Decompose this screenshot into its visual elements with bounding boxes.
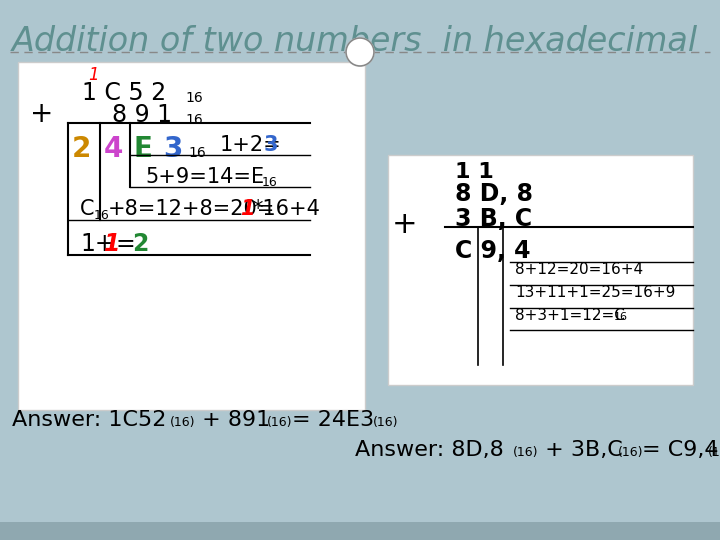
Text: Answer: 1C52: Answer: 1C52: [12, 410, 166, 430]
Text: + 3B,C: + 3B,C: [538, 440, 623, 460]
Text: 1+2=: 1+2=: [220, 135, 282, 155]
Text: 3: 3: [264, 135, 279, 155]
Text: 1: 1: [88, 66, 99, 84]
Text: = 24E3: = 24E3: [292, 410, 374, 430]
Text: 3: 3: [163, 135, 182, 163]
Text: 16: 16: [185, 91, 203, 105]
Text: 1 1: 1 1: [455, 162, 494, 182]
Text: 8+12=20=16+4: 8+12=20=16+4: [515, 262, 643, 277]
Text: 16: 16: [185, 113, 203, 127]
Text: 8 D, 8: 8 D, 8: [455, 182, 533, 206]
Text: +8=12+8=20=: +8=12+8=20=: [108, 199, 275, 219]
Text: 4: 4: [104, 135, 123, 163]
Text: (16): (16): [708, 446, 720, 459]
Text: Addition of two numbers  in hexadecimal: Addition of two numbers in hexadecimal: [12, 25, 698, 58]
Text: (16): (16): [170, 416, 196, 429]
Text: =: =: [116, 232, 136, 256]
Text: (16): (16): [373, 416, 398, 429]
Text: + 891: + 891: [195, 410, 270, 430]
Circle shape: [346, 38, 374, 66]
Text: C 9, 4: C 9, 4: [455, 239, 531, 263]
Text: 16: 16: [262, 176, 278, 189]
Text: 5+9=14=E: 5+9=14=E: [145, 167, 264, 187]
FancyBboxPatch shape: [18, 62, 365, 410]
Text: 13+11+1=25=16+9: 13+11+1=25=16+9: [515, 285, 675, 300]
Text: 3 B, C: 3 B, C: [455, 207, 532, 231]
Text: Answer: 8D,8: Answer: 8D,8: [355, 440, 504, 460]
Text: (16): (16): [267, 416, 292, 429]
Text: 1+: 1+: [80, 232, 114, 256]
Text: 2: 2: [132, 232, 148, 256]
Text: C: C: [80, 199, 94, 219]
Text: 16: 16: [188, 146, 206, 160]
FancyBboxPatch shape: [388, 155, 693, 385]
Text: +: +: [30, 100, 53, 128]
Text: E: E: [134, 135, 153, 163]
Text: +: +: [392, 210, 418, 239]
Text: (16): (16): [618, 446, 644, 459]
Text: (16): (16): [513, 446, 539, 459]
Text: 16: 16: [614, 312, 628, 322]
Text: 1 C 5 2: 1 C 5 2: [82, 81, 166, 105]
Text: *16+4: *16+4: [252, 199, 320, 219]
FancyBboxPatch shape: [0, 522, 720, 540]
Text: 2: 2: [72, 135, 91, 163]
Text: 1: 1: [104, 232, 120, 256]
Text: 8+3+1=12=C: 8+3+1=12=C: [515, 308, 625, 323]
Text: = C9,4: = C9,4: [642, 440, 719, 460]
Text: 8 9 1: 8 9 1: [112, 103, 172, 127]
Text: 1: 1: [240, 199, 254, 219]
Text: 16: 16: [94, 209, 109, 222]
